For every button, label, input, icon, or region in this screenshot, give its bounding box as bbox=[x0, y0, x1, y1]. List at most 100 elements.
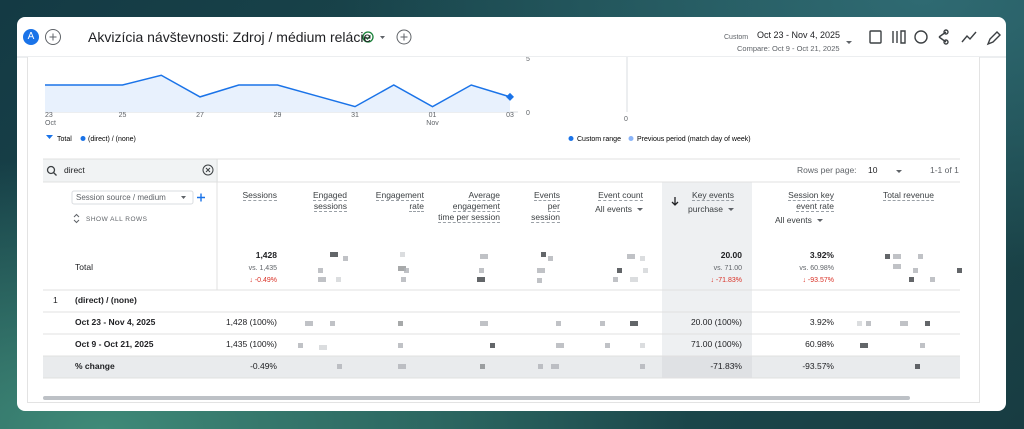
row-label: (direct) / (none) bbox=[75, 295, 137, 305]
icon[interactable] bbox=[892, 30, 906, 44]
icon bbox=[400, 33, 408, 41]
filter-text: All events bbox=[775, 215, 812, 225]
redacted bbox=[640, 364, 645, 369]
legend-item: Previous period (match day of week) bbox=[637, 136, 751, 143]
total-compare: vs. 71.00 bbox=[713, 265, 742, 272]
total-change: ↓ -0.49% bbox=[249, 277, 277, 284]
search-text[interactable]: direct bbox=[64, 165, 85, 175]
total-value: 20.00 bbox=[720, 250, 742, 260]
icon bbox=[73, 213, 80, 224]
column-header[interactable]: Key events bbox=[672, 190, 734, 201]
date-range[interactable]: Oct 23 - Nov 4, 2025 bbox=[757, 30, 841, 40]
redacted bbox=[930, 277, 935, 282]
x-tick-label: 31 bbox=[351, 112, 359, 119]
report-title: Akvizícia návštevnosti: Zdroj / médium r… bbox=[88, 29, 372, 45]
icon[interactable] bbox=[961, 31, 977, 43]
header-text[interactable]: Events per session bbox=[531, 190, 560, 223]
column-header[interactable]: Event count bbox=[581, 190, 643, 201]
header-text[interactable]: Sessions bbox=[242, 190, 277, 201]
redacted bbox=[920, 343, 925, 348]
redacted bbox=[541, 252, 546, 257]
cell: 3.92% bbox=[809, 317, 834, 327]
rows-dropdown[interactable] bbox=[896, 170, 902, 173]
redacted bbox=[556, 343, 564, 348]
avatar[interactable] bbox=[23, 29, 39, 45]
scrollbar[interactable] bbox=[43, 396, 910, 400]
rows-label: Rows per page: bbox=[797, 165, 857, 175]
search-icon bbox=[46, 165, 56, 175]
column-header[interactable]: Average engagement time per session bbox=[438, 190, 500, 223]
header-text[interactable]: Event count bbox=[598, 190, 643, 201]
redacted bbox=[477, 277, 485, 282]
header-text[interactable]: Key events bbox=[691, 190, 734, 201]
redacted bbox=[404, 268, 409, 273]
redacted bbox=[915, 364, 920, 369]
dimension-picker[interactable] bbox=[71, 190, 194, 205]
redacted bbox=[866, 321, 871, 326]
dropdown bbox=[181, 196, 186, 199]
column-header[interactable]: Session key event rate bbox=[772, 190, 834, 212]
show-all-rows[interactable]: SHOW ALL ROWS bbox=[86, 216, 148, 223]
redacted bbox=[318, 268, 323, 273]
column-filter[interactable]: purchase bbox=[672, 204, 734, 215]
sorted-column bbox=[662, 182, 752, 378]
x-tick-label: Nov bbox=[426, 120, 439, 127]
plot: 05 bbox=[45, 57, 530, 117]
sort-arrow[interactable] bbox=[671, 197, 679, 206]
column-header[interactable]: Engagement rate bbox=[362, 190, 424, 212]
row-index: 1 bbox=[53, 295, 58, 305]
column-header[interactable]: Events per session bbox=[520, 190, 560, 223]
redacted bbox=[551, 364, 559, 369]
change-row-bg bbox=[662, 356, 752, 378]
legend-item: Custom range bbox=[577, 136, 621, 143]
icon[interactable] bbox=[869, 30, 882, 44]
total-value: 1,428 bbox=[255, 250, 277, 260]
date-dropdown[interactable] bbox=[846, 41, 852, 44]
column-filter[interactable]: All events bbox=[581, 204, 643, 215]
column-header[interactable]: Total revenue bbox=[872, 190, 934, 201]
total-value: 3.92% bbox=[809, 250, 834, 260]
status-icon bbox=[362, 31, 374, 43]
cell: 1,435 (100%) bbox=[225, 339, 277, 349]
add-button[interactable] bbox=[45, 29, 61, 45]
cell: 20.00 (100%) bbox=[690, 317, 742, 327]
cell: 1,428 (100%) bbox=[225, 317, 277, 327]
redacted bbox=[398, 266, 406, 271]
redacted bbox=[605, 343, 610, 348]
redacted bbox=[490, 343, 495, 348]
redacted bbox=[538, 364, 543, 369]
redacted bbox=[480, 254, 488, 259]
add-button[interactable] bbox=[396, 29, 412, 45]
redacted bbox=[318, 277, 326, 282]
total-compare: vs. 1,435 bbox=[248, 265, 277, 272]
header-text[interactable]: Session key event rate bbox=[788, 190, 834, 212]
redacted bbox=[627, 254, 635, 259]
redacted bbox=[630, 321, 638, 326]
search-box[interactable] bbox=[43, 159, 218, 182]
header-text[interactable]: Engaged sessions bbox=[312, 190, 347, 212]
legend-icon bbox=[46, 135, 53, 139]
column-header[interactable]: Engaged sessions bbox=[285, 190, 347, 212]
end-marker bbox=[506, 92, 514, 101]
icon[interactable] bbox=[986, 31, 1001, 46]
compare-range: Compare: Oct 9 - Oct 21, 2025 bbox=[737, 44, 840, 53]
header-text[interactable]: Total revenue bbox=[882, 190, 934, 201]
add-dimension[interactable] bbox=[197, 193, 205, 202]
redacted bbox=[401, 277, 406, 282]
redacted bbox=[480, 364, 485, 369]
column-filter[interactable]: All events bbox=[775, 215, 823, 226]
redacted bbox=[330, 252, 338, 257]
column-header[interactable]: Sessions bbox=[215, 190, 277, 201]
icon[interactable] bbox=[914, 30, 928, 44]
x-tick-label: 01 bbox=[429, 112, 437, 119]
clear-button[interactable] bbox=[202, 164, 214, 176]
dropdown[interactable] bbox=[380, 36, 385, 39]
total-label: Total bbox=[75, 262, 93, 272]
header-text[interactable]: Average engagement time per session bbox=[438, 190, 500, 223]
redacted bbox=[398, 321, 403, 326]
rows-value[interactable]: 10 bbox=[868, 165, 878, 175]
x-tick-label: 23 bbox=[45, 112, 53, 119]
header-text[interactable]: Engagement rate bbox=[375, 190, 424, 212]
redacted bbox=[918, 254, 923, 259]
